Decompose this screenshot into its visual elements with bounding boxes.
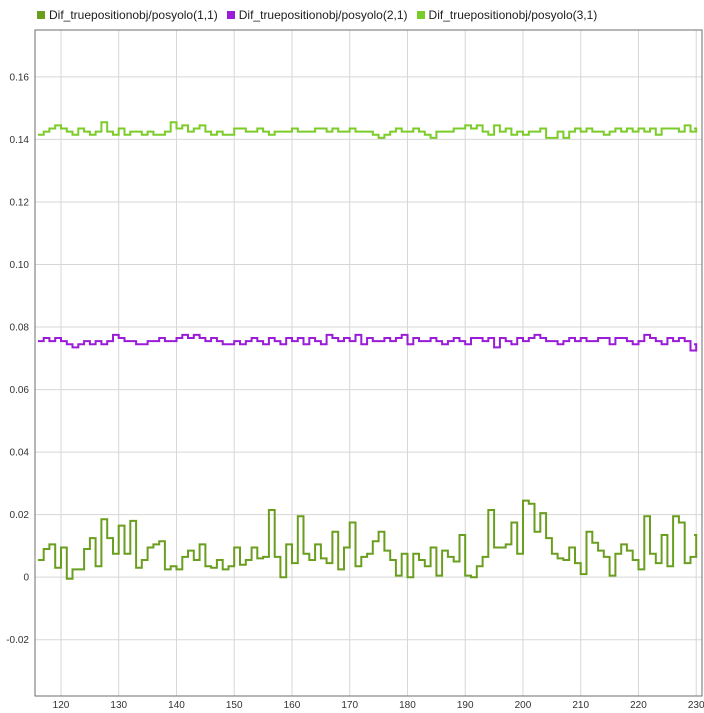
y-tick-label: 0.10 bbox=[10, 260, 30, 271]
x-tick-label: 170 bbox=[341, 700, 358, 711]
y-tick-label: 0.06 bbox=[10, 385, 30, 396]
x-tick-label: 130 bbox=[110, 700, 127, 711]
legend-swatch bbox=[37, 11, 45, 19]
series-line bbox=[37, 499, 698, 580]
x-tick-label: 120 bbox=[53, 700, 70, 711]
y-tick-label: -0.02 bbox=[6, 635, 29, 646]
x-tick-label: 230 bbox=[688, 700, 704, 711]
y-tick-label: 0.12 bbox=[10, 197, 30, 208]
axis-layer: 120 130 140 150 160 170 180 190 200 210 220 230 -0.0… bbox=[6, 72, 704, 711]
y-tick-label: 0.08 bbox=[10, 323, 30, 334]
legend-swatch bbox=[226, 11, 235, 19]
plot-border bbox=[34, 29, 703, 697]
y-tick-label: 0.04 bbox=[10, 448, 30, 459]
legend-label: Dif_truepositionobj/posyolo(2,1) bbox=[238, 8, 408, 22]
legend-swatch bbox=[416, 11, 425, 19]
chart-legend: Dif_truepositionobj/posyolo(1,1) Dif_true… bbox=[0, 0, 704, 30]
legend-item[interactable]: Dif_truepositionobj/posyolo(3,1) bbox=[416, 8, 598, 22]
y-tick-label: 0.16 bbox=[10, 72, 30, 83]
y-tick-label: 0 bbox=[23, 573, 29, 584]
x-tick-label: 150 bbox=[226, 700, 243, 711]
x-tick-label: 190 bbox=[457, 700, 474, 711]
legend-item[interactable]: Dif_truepositionobj/posyolo(2,1) bbox=[226, 8, 408, 22]
y-tick-label: 0.14 bbox=[10, 135, 30, 146]
legend-label: Dif_truepositionobj/posyolo(1,1) bbox=[49, 8, 218, 22]
x-tick-label: 210 bbox=[572, 700, 589, 711]
series-layer bbox=[37, 121, 698, 580]
series-line bbox=[37, 333, 698, 352]
legend-item[interactable]: Dif_truepositionobj/posyolo(1,1) bbox=[37, 8, 218, 22]
legend-label: Dif_truepositionobj/posyolo(3,1) bbox=[428, 8, 598, 22]
series-line bbox=[37, 121, 698, 139]
x-tick-label: 160 bbox=[284, 700, 301, 711]
x-tick-label: 140 bbox=[168, 700, 185, 711]
x-tick-label: 220 bbox=[630, 700, 647, 711]
x-tick-label: 180 bbox=[399, 700, 416, 711]
y-tick-label: 0.02 bbox=[10, 510, 30, 521]
x-tick-label: 200 bbox=[515, 700, 532, 711]
grid-layer bbox=[35, 30, 702, 696]
